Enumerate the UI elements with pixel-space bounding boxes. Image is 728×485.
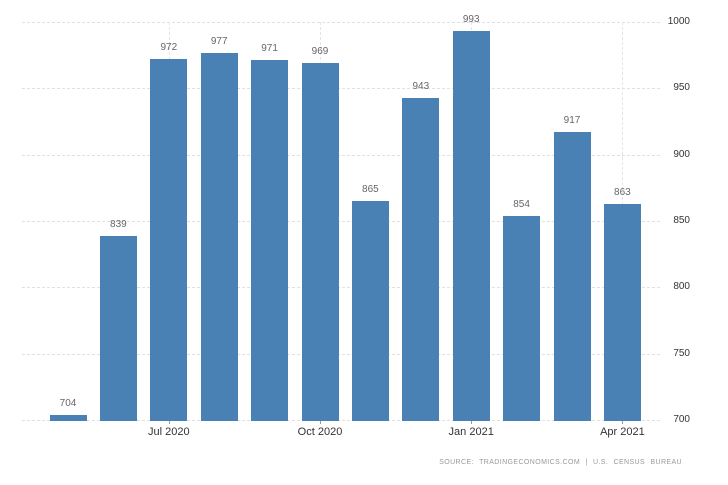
x-axis-tick-label: Jan 2021 [448,426,494,438]
bar[interactable] [351,201,389,421]
bar[interactable] [200,52,238,421]
x-axis-tick-label: Apr 2021 [600,426,645,438]
bar-value-label: 971 [261,43,278,55]
y-axis-tick-label: 950 [673,82,690,94]
x-axis-tick-label: Oct 2020 [297,426,343,438]
gridline-y [22,22,660,23]
bar[interactable] [150,59,188,421]
bar-value-label: 977 [210,35,228,47]
x-axis-tick-mark [471,420,473,424]
bar-value-label: 917 [563,115,581,127]
gridline-y [22,221,660,222]
gridline-y [22,353,660,355]
bar[interactable] [503,215,541,421]
bar[interactable] [301,63,339,421]
bar[interactable] [99,235,137,421]
y-axis-tick-label: 750 [673,347,690,359]
bar-value-label: 865 [362,184,379,196]
source-attribution: SOURCE: TRADINGECONOMICS.COM | U.S. CENS… [439,459,682,466]
bar-value-label: 972 [160,42,178,54]
bar[interactable] [603,203,641,421]
y-axis-tick-label: 850 [673,215,690,226]
y-axis-tick-label: 700 [673,414,690,425]
x-axis-tick-label: Jul 2020 [148,426,190,438]
bar[interactable] [49,414,87,421]
bar-value-label: 943 [412,80,430,92]
bar[interactable] [251,60,289,421]
bar-value-label: 993 [462,14,480,26]
gridline-y [22,88,660,90]
bar[interactable] [553,132,591,421]
bar-value-label: 704 [59,397,77,409]
bar[interactable] [402,97,440,421]
gridline-y [22,154,660,156]
bar-value-label: 969 [311,46,329,58]
y-axis-tick-label: 1000 [667,16,690,27]
bar[interactable] [452,31,490,421]
bar-value-label: 839 [110,218,127,230]
gridline-y [22,287,660,289]
x-axis-tick-mark [320,420,321,424]
x-axis-tick-mark [622,420,624,424]
y-axis-tick-label: 800 [673,281,690,293]
y-axis-tick-label: 900 [673,148,690,160]
gridline-y [22,420,660,421]
bar-value-label: 863 [614,186,631,198]
x-axis-tick-mark [168,420,170,424]
bar-value-label: 854 [513,198,530,210]
